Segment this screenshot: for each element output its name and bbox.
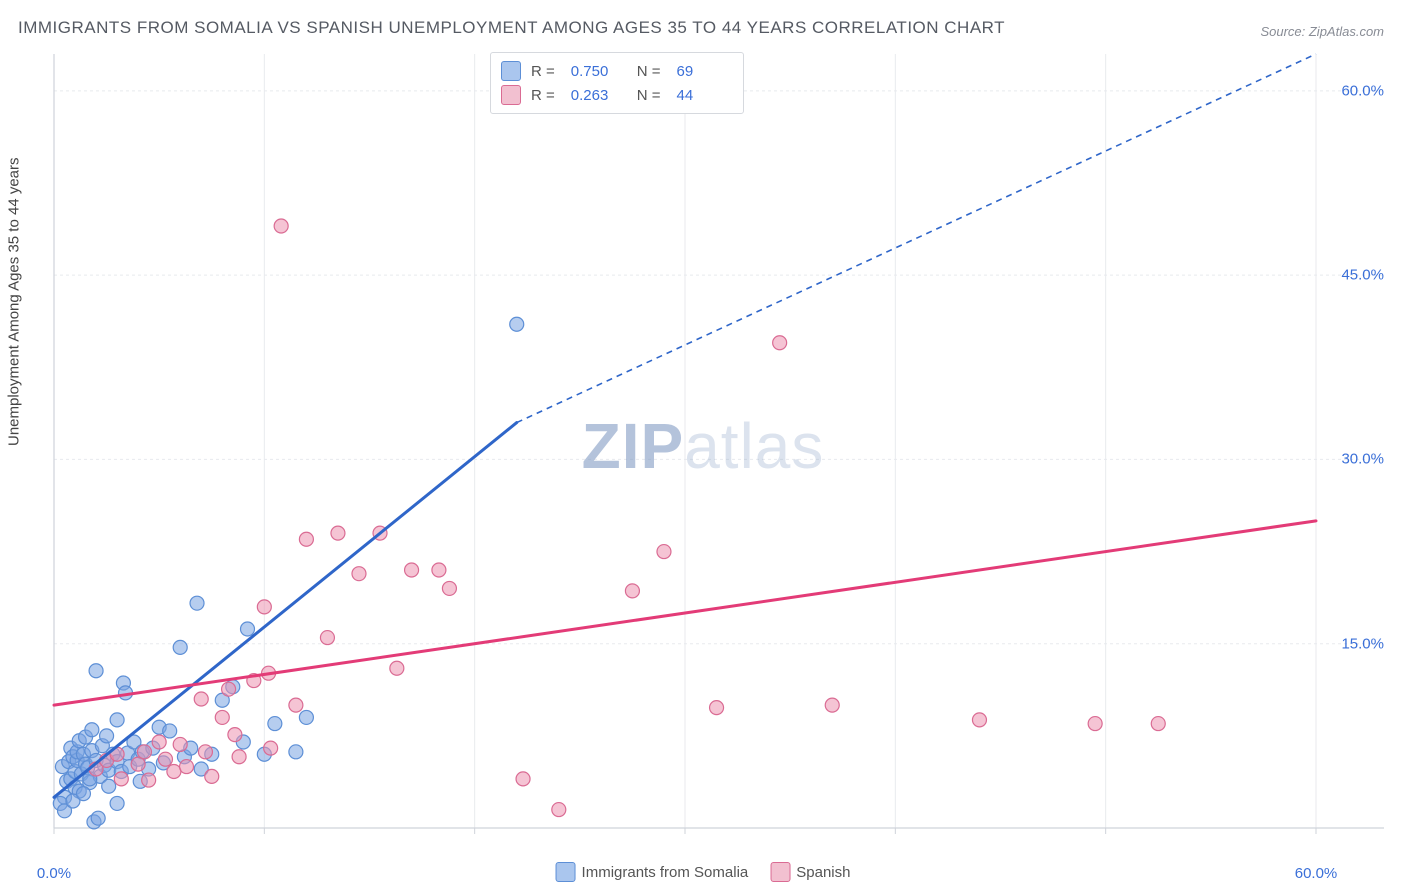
- n-label: N =: [637, 63, 661, 80]
- legend-stats: R = 0.750 N = 69 R = 0.263 N = 44: [490, 52, 744, 114]
- source-attribution: Source: ZipAtlas.com: [1260, 24, 1384, 39]
- legend-stats-row-spanish: R = 0.263 N = 44: [501, 83, 733, 107]
- series-name-somalia: Immigrants from Somalia: [582, 864, 749, 881]
- scatter-plot: [50, 50, 1386, 852]
- swatch-somalia: [556, 862, 576, 882]
- legend-item-spanish: Spanish: [770, 862, 850, 882]
- legend-item-somalia: Immigrants from Somalia: [556, 862, 749, 882]
- y-tick-label: 60.0%: [1341, 82, 1384, 99]
- y-tick-label: 30.0%: [1341, 451, 1384, 468]
- r-label: R =: [531, 63, 555, 80]
- x-tick-label: 0.0%: [37, 865, 71, 882]
- r-label: R =: [531, 87, 555, 104]
- swatch-spanish: [770, 862, 790, 882]
- n-value-somalia: 69: [677, 63, 733, 80]
- y-tick-label: 15.0%: [1341, 635, 1384, 652]
- r-value-spanish: 0.263: [571, 87, 627, 104]
- swatch-spanish: [501, 85, 521, 105]
- y-tick-label: 45.0%: [1341, 267, 1384, 284]
- x-tick-label: 60.0%: [1295, 865, 1338, 882]
- n-label: N =: [637, 87, 661, 104]
- series-name-spanish: Spanish: [796, 864, 850, 881]
- chart-area: [50, 50, 1386, 852]
- legend-stats-row-somalia: R = 0.750 N = 69: [501, 59, 733, 83]
- n-value-spanish: 44: [677, 87, 733, 104]
- r-value-somalia: 0.750: [571, 63, 627, 80]
- chart-title: IMMIGRANTS FROM SOMALIA VS SPANISH UNEMP…: [18, 18, 1005, 38]
- y-axis-label: Unemployment Among Ages 35 to 44 years: [6, 157, 23, 446]
- swatch-somalia: [501, 61, 521, 81]
- legend-series: Immigrants from Somalia Spanish: [556, 862, 851, 882]
